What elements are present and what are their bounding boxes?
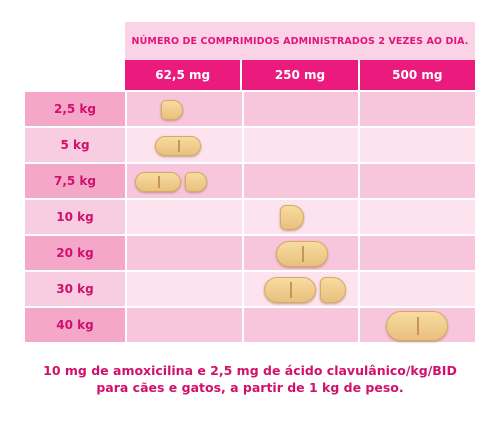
weight-label: 30 kg (25, 272, 125, 306)
table-row-2-5kg: 2,5 kg (25, 92, 476, 128)
dose-header-62-5: 62,5 mg (125, 60, 241, 90)
cell-62-5 (125, 200, 242, 234)
cell-62-5 (125, 308, 242, 342)
cell-500 (358, 164, 476, 198)
cell-250 (241, 200, 359, 234)
dosage-footnote: 10 mg de amoxicilina e 2,5 mg de ácido c… (0, 362, 500, 396)
table-row-5kg: 5 kg (25, 128, 476, 164)
cell-500 (358, 272, 476, 306)
table-row-20kg: 20 kg (25, 236, 476, 272)
tablet-icon (275, 241, 328, 267)
tablet-icon (135, 172, 181, 192)
cell-250 (241, 128, 359, 162)
weight-label: 10 kg (25, 200, 125, 234)
header-title-text: NÚMERO DE COMPRIMIDOS ADMINISTRADOS 2 VE… (131, 35, 469, 47)
table-row-7-5kg: 7,5 kg (25, 164, 476, 200)
weight-label: 7,5 kg (25, 164, 125, 198)
cell-62-5 (125, 128, 242, 162)
footnote-line-2: para cães e gatos, a partir de 1 kg de p… (96, 380, 404, 395)
cell-500 (358, 200, 476, 234)
weight-label: 5 kg (25, 128, 125, 162)
dose-header-500: 500 mg (357, 60, 475, 90)
cell-500 (358, 128, 476, 162)
cell-250 (241, 164, 359, 198)
tablet-icon (263, 277, 316, 303)
cell-62-5 (125, 164, 242, 198)
cell-250 (241, 308, 359, 342)
cell-250 (241, 272, 359, 306)
table-row-10kg: 10 kg (25, 200, 476, 236)
table-row-40kg: 40 kg (25, 308, 476, 344)
cell-250 (241, 236, 359, 270)
cell-62-5 (125, 92, 242, 126)
cell-62-5 (125, 236, 242, 270)
weight-label: 2,5 kg (25, 92, 125, 126)
weight-label: 40 kg (25, 308, 125, 342)
dose-header-row: 62,5 mg 250 mg 500 mg (125, 60, 475, 90)
footnote-line-1: 10 mg de amoxicilina e 2,5 mg de ácido c… (43, 363, 457, 378)
dose-header-250: 250 mg (240, 60, 358, 90)
half-tablet-icon (319, 277, 346, 303)
tablet-icon (386, 311, 449, 341)
cell-500 (358, 308, 476, 342)
half-tablet-icon (185, 172, 207, 192)
half-tablet-icon (161, 100, 183, 120)
tablet-icon (155, 136, 201, 156)
cell-500 (358, 236, 476, 270)
cell-250 (241, 92, 359, 126)
half-tablet-icon (279, 205, 304, 230)
weight-label: 20 kg (25, 236, 125, 270)
table-header-title: NÚMERO DE COMPRIMIDOS ADMINISTRADOS 2 VE… (125, 22, 475, 60)
cell-62-5 (125, 272, 242, 306)
table-row-30kg: 30 kg (25, 272, 476, 308)
cell-500 (358, 92, 476, 126)
